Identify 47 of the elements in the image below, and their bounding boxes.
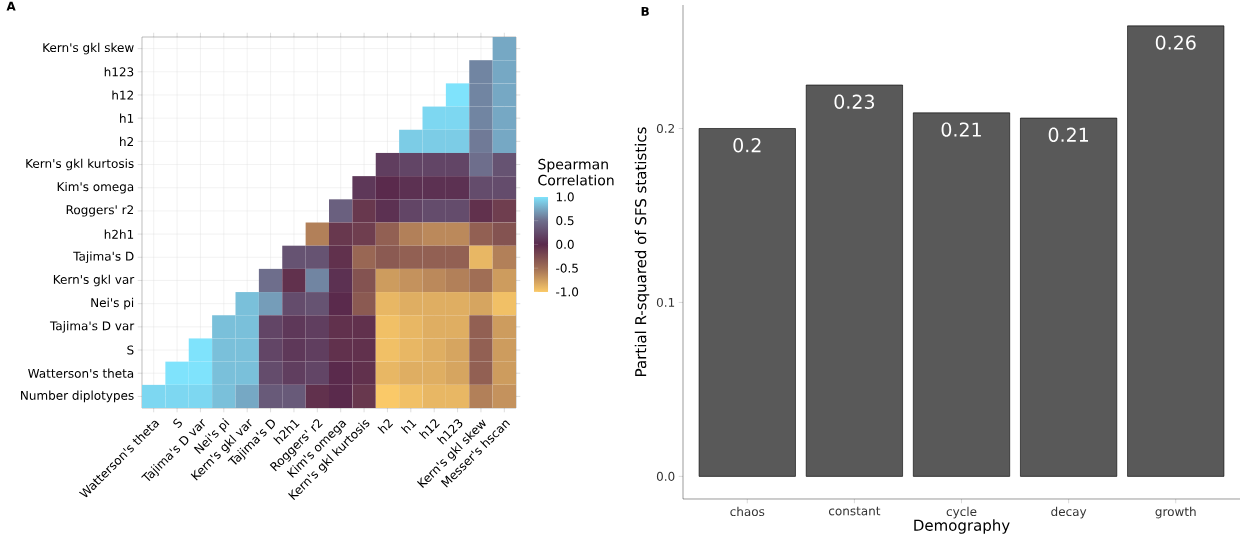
color-bar-label: 1.0 [556, 192, 574, 202]
y-tick-label: h123 [104, 67, 134, 77]
y-tick-label: Tajima's D [73, 251, 134, 264]
x-tick-label: chaos [730, 506, 765, 517]
y-tick-label: 0.2 [656, 123, 674, 134]
data-label: 0.26 [1155, 35, 1196, 50]
y-axis-title: Partial R-squared of SFS statistics [634, 127, 650, 376]
y-tick-label: Kern's gkl skew [43, 42, 134, 55]
y-tick-label: Nei's pi [91, 297, 134, 310]
x-tick-label: decay [1051, 506, 1087, 519]
x-tick-label: constant [828, 506, 881, 516]
data-label: 0.23 [834, 94, 875, 109]
y-tick-label: Kern's gkl var [53, 274, 135, 287]
bar [913, 112, 1011, 477]
y-tick-label: Roggers' r2 [66, 205, 133, 217]
bar [805, 84, 903, 477]
x-axis-title: Demography [914, 519, 1010, 534]
y-tick-label: Number diplotypes [21, 390, 134, 403]
x-tick-label: S [173, 418, 182, 429]
color-bar-label: 0.5 [556, 216, 574, 226]
bar [1020, 117, 1118, 477]
x-tick-label: cycle [946, 506, 977, 519]
color-bar-title: Spearman Correlation [538, 158, 614, 186]
color-bar-label: -1.0 [556, 287, 579, 297]
y-tick-label: 0.1 [656, 297, 675, 307]
x-tick-label: growth [1155, 506, 1196, 519]
y-tick-label: S [127, 345, 134, 355]
y-tick-label: Kim's omega [57, 181, 134, 194]
text: A [6, 1, 16, 11]
color-bar-label: 0.0 [556, 239, 574, 249]
y-tick-label: Tajima's D var [49, 321, 135, 333]
data-label: 0.2 [733, 138, 761, 153]
y-tick-label: 0.0 [656, 471, 675, 481]
data-label: 0.21 [941, 122, 981, 137]
y-tick-label: h1 [120, 113, 134, 123]
data-label: 0.21 [1048, 127, 1089, 142]
y-tick-label: Watterson's theta [28, 368, 134, 378]
y-tick-label: h12 [112, 90, 133, 100]
y-tick-label: Kern's gkl kurtosis [26, 158, 134, 171]
y-tick-label: h2h1 [104, 229, 134, 239]
x-tick-label: h1 [400, 419, 417, 434]
bar [1127, 25, 1225, 477]
x-tick-label: h2 [377, 419, 394, 434]
chart-title: B [641, 6, 649, 16]
y-tick-label: h2 [120, 136, 133, 146]
bar [698, 128, 796, 477]
color-bar-label: -0.5 [556, 263, 578, 273]
